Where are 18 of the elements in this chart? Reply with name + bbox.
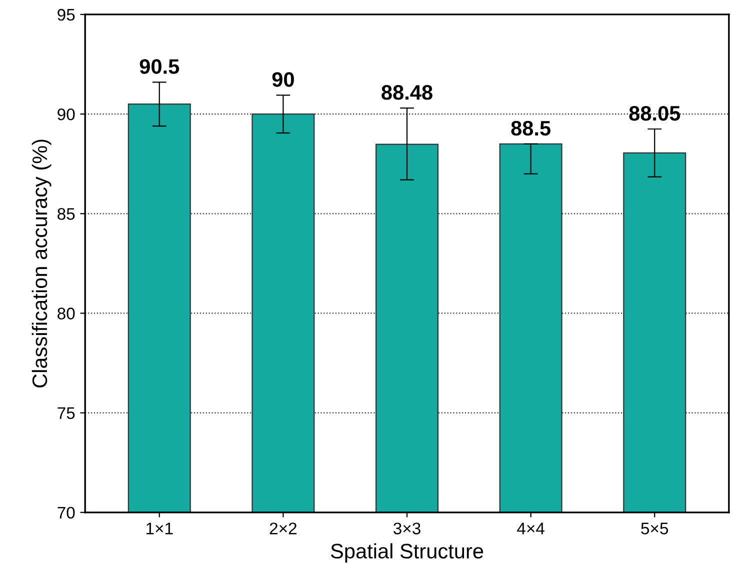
y-axis-title: Classification accuracy (%) xyxy=(32,140,52,388)
y-tick-label: 90 xyxy=(58,108,75,120)
y-tick-label: 85 xyxy=(58,208,75,220)
data-label: 88.05 xyxy=(629,106,680,121)
y-tick-label: 80 xyxy=(58,308,75,320)
x-tick-label: 5×5 xyxy=(641,522,668,534)
data-label: 90.5 xyxy=(140,59,180,74)
y-tick-label: 75 xyxy=(58,407,75,420)
y-tick-label: 70 xyxy=(58,506,75,519)
x-tick-label: 2×2 xyxy=(270,522,296,534)
x-tick-label: 1×1 xyxy=(146,522,173,534)
x-tick-label: 3×3 xyxy=(394,522,420,534)
data-label: 88.48 xyxy=(382,85,432,100)
data-label: 88.5 xyxy=(511,120,551,136)
data-label: 90 xyxy=(272,72,294,87)
y-tick-label: 95 xyxy=(58,8,75,21)
x-tick-label: 4×4 xyxy=(517,522,544,534)
x-axis-title: Spatial Structure xyxy=(330,543,484,563)
